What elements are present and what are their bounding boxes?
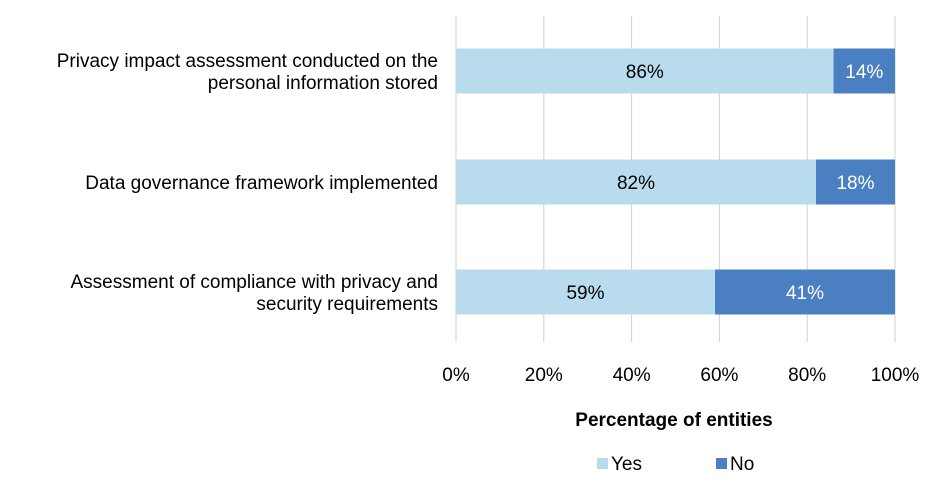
bar-yes xyxy=(456,269,716,315)
legend-label-no: No xyxy=(730,454,754,475)
category-label-layer: Privacy impact assessment conducted on t… xyxy=(57,51,438,315)
data-label-no: 41% xyxy=(786,283,824,304)
category-label: Data governance framework implemented xyxy=(85,173,438,194)
bar-layer xyxy=(456,48,895,315)
category-label: Privacy impact assessment conducted on t… xyxy=(57,51,438,72)
legend: Yes No xyxy=(597,454,754,475)
data-label-yes: 82% xyxy=(617,173,655,194)
data-label-yes: 86% xyxy=(626,62,664,83)
category-label: personal information stored xyxy=(208,73,438,94)
category-label: Assessment of compliance with privacy an… xyxy=(71,272,439,293)
data-label-no: 18% xyxy=(836,173,874,194)
tick-label-layer: 0% 20% 40% 60% 80% 100% xyxy=(442,365,919,386)
x-tick-label: 100% xyxy=(871,365,920,386)
x-tick-label: 60% xyxy=(700,365,738,386)
bar-yes xyxy=(456,159,816,205)
legend-swatch-yes xyxy=(597,458,608,469)
label-layer: 86% 14% 82% 18% 59% 41% xyxy=(566,62,883,304)
legend-swatch-no xyxy=(716,458,727,469)
data-label-no: 14% xyxy=(845,62,883,83)
x-tick-label: 0% xyxy=(442,365,470,386)
x-axis-title: Percentage of entities xyxy=(575,410,772,431)
x-tick-label: 80% xyxy=(788,365,826,386)
bar-no xyxy=(833,48,895,94)
bar-no xyxy=(715,269,895,315)
x-tick-label: 20% xyxy=(525,365,563,386)
data-label-yes: 59% xyxy=(566,283,604,304)
bar-no xyxy=(815,159,895,205)
legend-label-yes: Yes xyxy=(611,454,642,475)
bar-yes xyxy=(456,48,834,94)
category-label: security requirements xyxy=(256,294,438,315)
x-tick-label: 40% xyxy=(613,365,651,386)
